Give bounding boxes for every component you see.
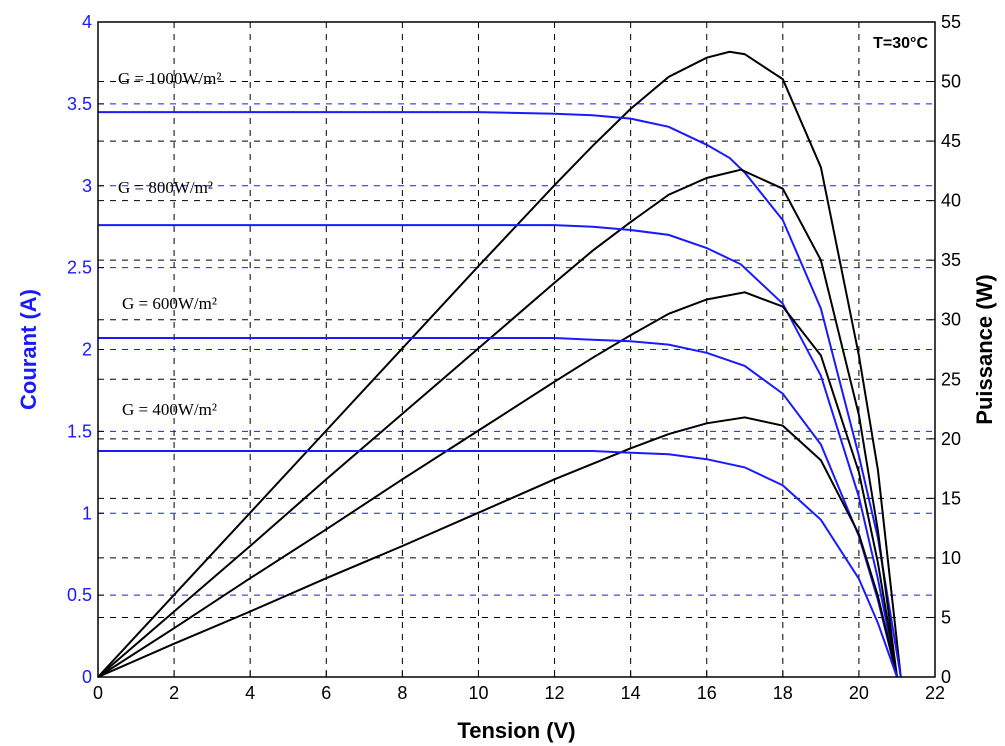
x-tick-label: 6 [321, 683, 331, 703]
grid-layer [98, 22, 935, 677]
y-right-tick-label: 50 [941, 72, 961, 92]
x-tick-label: 14 [621, 683, 641, 703]
y-right-tick-label: 30 [941, 310, 961, 330]
y-axis-right-title: Puissance (W) [972, 274, 997, 424]
y-left-tick-label: 1 [82, 503, 92, 523]
power-curve-series-0 [97, 50, 902, 678]
power-curve-series-3 [97, 416, 898, 678]
y-right-tick-label: 35 [941, 250, 961, 270]
y-right-tick-label: 25 [941, 369, 961, 389]
y-left-tick-label: 3.5 [67, 94, 92, 114]
irradiance-label-600: G = 600W/m² [122, 294, 217, 313]
ticks-layer: 0 2 4 6 8 10 12 14 16 18 20 2200.511.522.533.540510… [67, 12, 961, 703]
y-right-tick-label: 45 [941, 131, 961, 151]
y-right-tick-label: 0 [941, 667, 951, 687]
current-curve-series-1 [98, 224, 898, 678]
x-tick-label: 4 [245, 683, 255, 703]
x-axis-title: Tension (V) [457, 718, 575, 743]
temperature-label: T=30°C [873, 35, 928, 52]
y-right-tick-label: 20 [941, 429, 961, 449]
power-curve-series-1 [97, 168, 898, 678]
y-right-tick-label: 5 [941, 607, 951, 627]
y-left-tick-label: 0 [82, 667, 92, 687]
y-right-tick-label: 55 [941, 12, 961, 32]
x-tick-label: 22 [925, 683, 945, 703]
y-left-tick-label: 2.5 [67, 258, 92, 278]
x-tick-label: 12 [545, 683, 565, 703]
x-tick-label: 8 [397, 683, 407, 703]
y-left-tick-label: 3 [82, 176, 92, 196]
irradiance-label-800: G = 800W/m² [118, 178, 213, 197]
current-curve-series-2 [98, 337, 898, 678]
x-tick-label: 20 [849, 683, 869, 703]
y-right-tick-label: 15 [941, 488, 961, 508]
x-tick-label: 16 [697, 683, 717, 703]
y-left-tick-label: 1.5 [67, 421, 92, 441]
irradiance-label-400: G = 400W/m² [122, 400, 217, 419]
y-right-tick-label: 40 [941, 191, 961, 211]
y-left-tick-label: 4 [82, 12, 92, 32]
current-curve-series-0 [98, 111, 902, 678]
x-tick-label: 10 [468, 683, 488, 703]
irradiance-label-1000: G = 1000W/m² [118, 69, 221, 88]
x-tick-label: 0 [93, 683, 103, 703]
x-tick-label: 2 [169, 683, 179, 703]
y-axis-left-title: Courant (A) [16, 289, 41, 410]
curves-layer [97, 50, 902, 678]
y-left-tick-label: 0.5 [67, 585, 92, 605]
x-tick-label: 18 [773, 683, 793, 703]
y-right-tick-label: 10 [941, 548, 961, 568]
y-left-tick-label: 2 [82, 340, 92, 360]
current-curve-series-3 [98, 450, 898, 678]
power-curve-series-2 [97, 291, 898, 678]
